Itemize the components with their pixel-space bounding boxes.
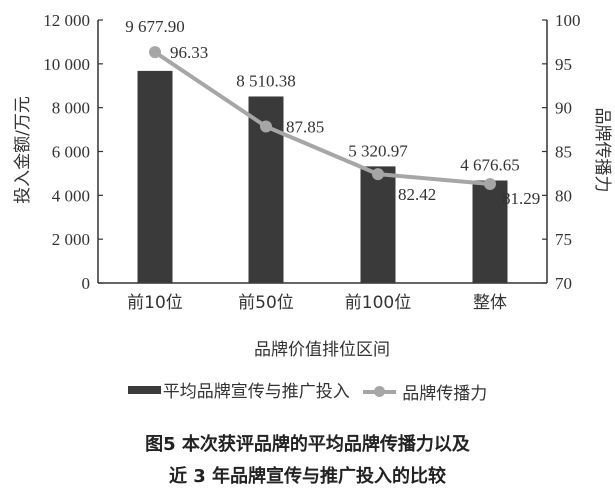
line-value-label: 81.29: [502, 189, 540, 208]
legend-item-bar: 平均品牌宣传与推广投入: [127, 377, 350, 402]
line-path: [153, 50, 491, 187]
x-category-label: 前10位: [127, 293, 183, 313]
y2-tick-label: 100: [555, 11, 581, 30]
legend-item-line: 品牌传播力: [363, 379, 487, 404]
line-marker-swatch-icon: [363, 385, 397, 397]
combo-chart: 0 2 000 4 000 6 000 8 000 10 000 12 000 70 75 80 8…: [13, 11, 612, 360]
x-category-label: 整体: [473, 293, 507, 313]
figure-caption-line1: 图5 本次获评品牌的平均品牌传播力以及: [145, 434, 470, 455]
y2-axis-title: 品牌传播力: [592, 108, 612, 193]
y2-tick-label: 80: [555, 186, 572, 205]
y-tick-label: 4 000: [52, 186, 90, 205]
line-value-label: 96.33: [170, 43, 208, 62]
line-value-label: 82.42: [398, 185, 436, 204]
x-category-label: 前100位: [345, 293, 411, 313]
line-marker: [372, 168, 384, 181]
y-tick-label: 12 000: [43, 11, 90, 30]
line-series: [149, 46, 496, 191]
figure-caption-line2: 近 3 年品牌宣传与推广投入的比较: [168, 466, 447, 487]
x-category-label: 前50位: [238, 293, 294, 313]
y2-tick-label: 85: [555, 143, 572, 162]
y2-tick-label: 75: [555, 230, 572, 249]
y-tick-label: 0: [82, 274, 91, 293]
line-value-label: 87.85: [286, 118, 324, 137]
bar: [137, 70, 173, 283]
legend-label-bar: 平均品牌宣传与推广投入: [162, 382, 350, 402]
bar: [360, 166, 396, 283]
y2-tick-label: 95: [555, 55, 572, 74]
axes: 0 2 000 4 000 6 000 8 000 10 000 12 000 70 75 80 8…: [43, 11, 580, 313]
legend: 平均品牌宣传与推广投入 品牌传播力: [0, 377, 615, 404]
legend-label-line: 品牌传播力: [402, 384, 488, 404]
bar-value-label: 9 677.90: [125, 17, 185, 36]
line-marker: [260, 120, 272, 133]
y-tick-label: 2 000: [52, 230, 90, 249]
data-labels: 9 677.90 8 510.38 5 320.97 4 676.65 96.33 87.…: [125, 17, 540, 208]
bar-swatch-icon: [127, 385, 161, 394]
y-tick-label: 8 000: [52, 99, 90, 118]
line-marker: [149, 46, 161, 59]
y-axis-title: 投入金额/万元: [13, 96, 33, 204]
y2-tick-label: 70: [555, 274, 572, 293]
y2-tick-label: 90: [555, 99, 572, 118]
x-axis-title: 品牌价值排位区间: [254, 340, 390, 360]
y-tick-label: 10 000: [43, 55, 90, 74]
bar: [472, 180, 508, 283]
bar-value-label: 4 676.65: [460, 156, 520, 175]
line-marker: [484, 178, 496, 191]
y-tick-label: 6 000: [52, 143, 90, 162]
bar-value-label: 5 320.97: [348, 141, 408, 160]
bars: [137, 70, 508, 283]
bar-value-label: 8 510.38: [236, 71, 296, 90]
